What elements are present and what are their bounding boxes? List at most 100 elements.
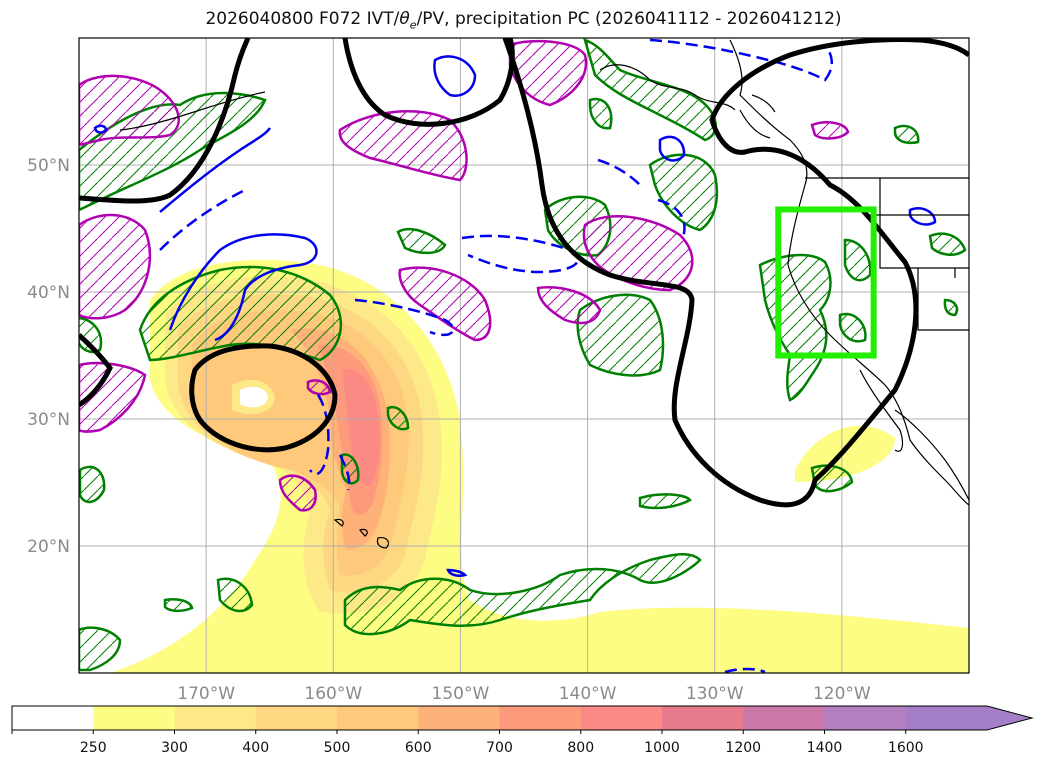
colorbar-tick-label: 700 — [486, 740, 513, 756]
lat-tick-label: 20°N — [27, 537, 70, 557]
precip-pos-region — [386, 405, 410, 431]
coastlines — [119, 39, 969, 549]
colorbar-tick-label: 800 — [567, 740, 594, 756]
coastline-aleutians — [119, 91, 266, 131]
lon-tick-labels: 170°W 160°W 150°W 140°W 130°W 120°W — [177, 684, 871, 704]
colorbar-tick-label: 1600 — [888, 740, 924, 756]
colorbar-tick-label: 1200 — [725, 740, 761, 756]
pv-dashed-contour — [597, 158, 641, 186]
ivt-shading — [110, 259, 969, 673]
lon-tick-label: 140°W — [559, 684, 617, 704]
precip-pos-region — [343, 553, 702, 636]
colorbar-segment — [499, 706, 582, 730]
pv-solid-contour — [908, 207, 937, 226]
pv-dashed-contour — [724, 667, 766, 673]
precip-neg-region — [79, 361, 147, 433]
colorbar-segment — [174, 706, 257, 730]
colorbar-segment — [743, 706, 825, 730]
pv-dashed-contour — [657, 198, 686, 241]
precip-neg-region — [536, 286, 602, 325]
pv-dashed-contour — [354, 298, 455, 337]
precip-pos-region — [638, 493, 692, 510]
lon-tick-label: 160°W — [304, 684, 362, 704]
colorbar-tick-label: 1000 — [644, 740, 680, 756]
border-states — [865, 178, 969, 331]
colorbar-segment — [255, 706, 338, 730]
colorbar-segment — [337, 706, 419, 730]
precip-pos-region — [588, 97, 613, 130]
ivt-core-white — [240, 386, 268, 408]
colorbar-segment-extend — [905, 706, 1032, 730]
lat-tick-label: 50°N — [27, 156, 70, 176]
colorbar-segment — [12, 706, 94, 730]
precip-pos-region — [893, 124, 920, 145]
precip-neg-region — [338, 110, 468, 182]
precip-neg-region — [278, 474, 317, 512]
coastline-hawaii — [333, 518, 390, 549]
pv-solid-contour — [159, 127, 272, 213]
pv-dashed-contour — [309, 394, 330, 476]
coastline-baja — [859, 369, 904, 452]
region-highlight-box — [775, 206, 877, 359]
pv-solid-contour — [93, 124, 108, 134]
precip-pos-region — [79, 626, 122, 672]
colorbar-tick-label: 500 — [324, 740, 351, 756]
precip-pos-region — [928, 232, 967, 256]
pv-solid-contour — [446, 568, 468, 578]
precip-neg-region — [79, 213, 152, 320]
map-frame — [78, 37, 970, 674]
coastline-mexico — [894, 409, 969, 501]
colorbar-segment — [824, 706, 907, 730]
pv-contours — [93, 38, 937, 673]
pv-solid-contour — [658, 135, 686, 162]
pv-dashed-contour — [159, 188, 246, 251]
colorbar-tick-label: 300 — [161, 740, 188, 756]
precip-pos-region — [216, 577, 254, 613]
precip-pos-region — [838, 312, 867, 343]
precip-pos-region — [943, 298, 959, 317]
map-title: 2026040800 F072 IVT/θe/PV, precipitation… — [205, 9, 842, 32]
lat-tick-labels: 50°N 40°N 30°N 20°N — [27, 156, 70, 557]
colorbar-segment — [93, 706, 175, 730]
precip-negative — [79, 39, 850, 512]
pv-solid-contour — [168, 233, 318, 342]
ivt-band-800 — [342, 369, 380, 486]
colorbar-tick-label: 600 — [405, 740, 432, 756]
precip-pos-region — [396, 228, 447, 255]
pv-dashed-contour — [338, 454, 351, 491]
colorbar-tick-label: 400 — [242, 740, 269, 756]
coastline-alaska-islands — [599, 64, 736, 111]
lat-tick-label: 40°N — [27, 283, 70, 303]
colorbar-segment — [662, 706, 744, 730]
colorbar-segment — [418, 706, 500, 730]
colorbar — [11, 705, 1034, 731]
colorbar-tick-label: 250 — [80, 740, 107, 756]
precip-pos-region — [340, 453, 360, 485]
precip-neg-region — [398, 266, 492, 342]
coastline-north-america — [729, 39, 969, 506]
lon-tick-label: 150°W — [432, 684, 490, 704]
lon-tick-label: 130°W — [686, 684, 744, 704]
colorbar-tick-labels: 250 300 400 500 600 700 800 1000 1200 1400 1600 — [11, 730, 924, 756]
theta-e-contour — [79, 38, 251, 204]
coastline-bc-islands — [739, 94, 776, 139]
precip-neg-region — [306, 379, 332, 396]
precip-neg-region — [810, 121, 850, 140]
pv-solid-contour — [433, 55, 477, 97]
lat-tick-label: 30°N — [27, 410, 70, 430]
colorbar-tick-label: 1400 — [807, 740, 843, 756]
lon-tick-label: 120°W — [813, 684, 871, 704]
theta-e-contour — [189, 343, 338, 453]
precip-pos-region — [163, 598, 194, 613]
precip-pos-region — [843, 238, 872, 282]
colorbar-segment — [580, 706, 663, 730]
pv-dashed-contour — [649, 38, 833, 82]
lon-tick-label: 170°W — [177, 684, 235, 704]
colorbar-outline — [11, 705, 1034, 731]
theta-e-contour — [79, 333, 113, 408]
precip-pos-region — [79, 465, 106, 504]
theta-e-contour — [342, 38, 515, 127]
pv-dashed-contour — [461, 234, 580, 274]
precip-pos-region — [138, 265, 343, 362]
